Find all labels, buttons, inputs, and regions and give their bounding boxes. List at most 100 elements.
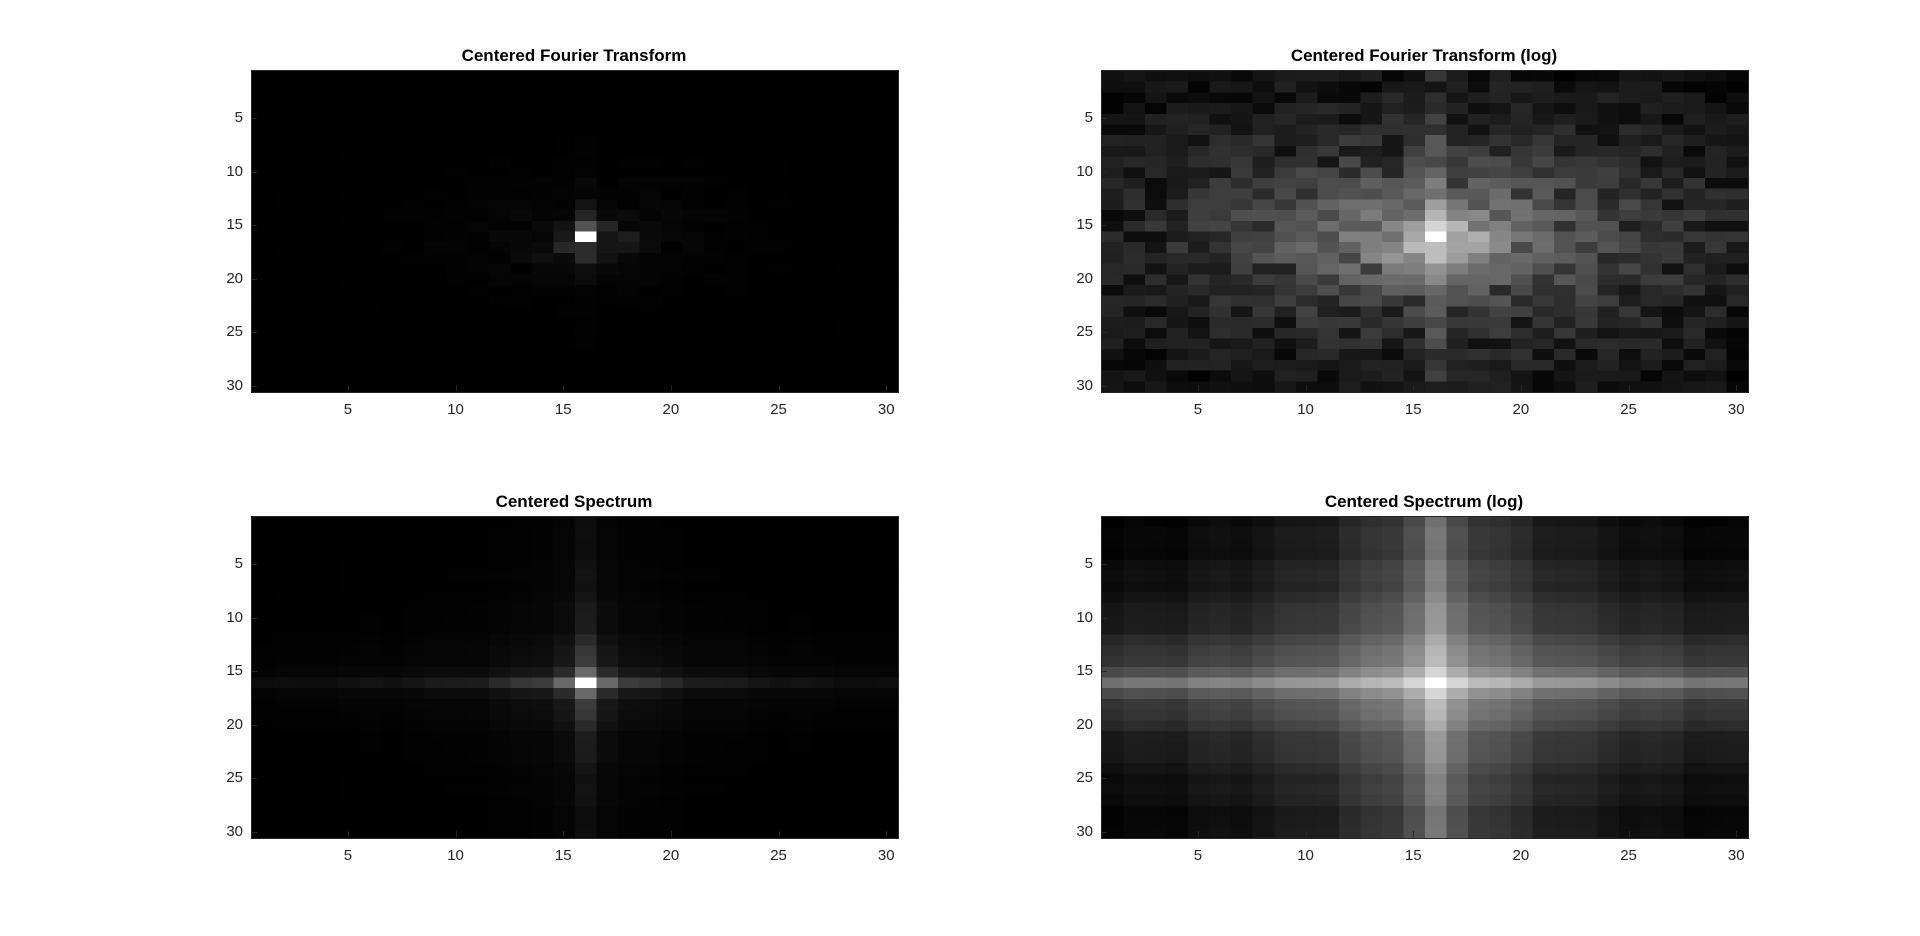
- x-tick-mark: [1413, 385, 1415, 391]
- x-tick-label: 15: [554, 847, 572, 864]
- y-tick-mark: [251, 617, 257, 619]
- x-tick-mark: [1413, 831, 1415, 837]
- x-tick-label: 25: [1620, 847, 1637, 864]
- x-tick-label: 25: [770, 401, 787, 418]
- y-tick-label: 10: [1076, 608, 1093, 626]
- x-tick-label: 20: [662, 847, 680, 864]
- y-tick-mark: [1101, 564, 1107, 566]
- y-tick-label: 20: [1076, 269, 1093, 287]
- y-tick-label: 15: [226, 216, 243, 234]
- x-tick-mark: [1305, 831, 1307, 837]
- y-tick-mark: [251, 671, 257, 673]
- y-tick-label: 15: [1076, 662, 1093, 680]
- y-tick-mark: [1101, 831, 1107, 833]
- x-tick-label: 25: [770, 847, 787, 864]
- heatmap-plot-area: [1101, 516, 1749, 839]
- x-tick-label: 20: [662, 401, 680, 418]
- subplot-title: Centered Spectrum: [495, 492, 653, 511]
- y-tick-label: 20: [1076, 715, 1093, 733]
- subplot-title: Centered Fourier Transform: [461, 46, 687, 65]
- y-tick-mark: [1101, 385, 1107, 387]
- y-tick-mark: [1101, 171, 1107, 173]
- heatmap-plot-area: [1101, 70, 1749, 393]
- y-tick-label: 20: [226, 715, 243, 733]
- x-tick-mark: [670, 831, 672, 837]
- x-tick-mark: [1628, 385, 1630, 391]
- y-tick-label: 10: [226, 608, 243, 626]
- x-tick-mark: [886, 385, 888, 391]
- x-tick-label: 5: [1193, 847, 1203, 864]
- x-tick-mark: [1628, 831, 1630, 837]
- y-tick-label: 10: [1076, 162, 1093, 180]
- x-tick-label: 15: [1404, 401, 1422, 418]
- x-tick-label: 25: [1620, 401, 1637, 418]
- x-tick-label: 10: [1297, 847, 1314, 864]
- x-tick-mark: [1197, 831, 1199, 837]
- y-tick-label: 25: [226, 323, 243, 341]
- x-tick-label: 30: [877, 847, 895, 864]
- x-tick-mark: [563, 385, 565, 391]
- heatmap-image: [252, 71, 898, 392]
- y-tick-label: 10: [226, 162, 243, 180]
- y-tick-mark: [1101, 617, 1107, 619]
- x-tick-label: 5: [1193, 401, 1203, 418]
- x-tick-mark: [778, 385, 780, 391]
- y-tick-label: 25: [1076, 769, 1093, 787]
- y-tick-mark: [1101, 778, 1107, 780]
- y-tick-mark: [251, 564, 257, 566]
- x-tick-mark: [1736, 385, 1738, 391]
- x-tick-mark: [1520, 385, 1522, 391]
- x-tick-label: 5: [343, 401, 353, 418]
- y-tick-mark: [251, 332, 257, 334]
- y-tick-label: 15: [1076, 216, 1093, 234]
- heatmap-image: [1102, 517, 1748, 838]
- y-tick-mark: [251, 171, 257, 173]
- y-tick-mark: [1101, 225, 1107, 227]
- subplot-title: Centered Fourier Transform (log): [1290, 46, 1558, 65]
- y-tick-label: 25: [1076, 323, 1093, 341]
- x-tick-label: 10: [1297, 401, 1314, 418]
- x-tick-label: 30: [877, 401, 895, 418]
- x-tick-mark: [670, 385, 672, 391]
- x-tick-label: 30: [1727, 401, 1745, 418]
- heatmap-image: [252, 517, 898, 838]
- heatmap-plot-area: [251, 70, 899, 393]
- y-tick-label: 30: [226, 376, 243, 394]
- x-tick-label: 15: [554, 401, 572, 418]
- x-tick-mark: [347, 831, 349, 837]
- x-tick-mark: [778, 831, 780, 837]
- y-tick-mark: [251, 385, 257, 387]
- x-tick-label: 20: [1512, 847, 1530, 864]
- x-tick-mark: [1520, 831, 1522, 837]
- y-tick-label: 15: [226, 662, 243, 680]
- x-tick-mark: [455, 831, 457, 837]
- y-tick-mark: [1101, 278, 1107, 280]
- x-tick-mark: [1736, 831, 1738, 837]
- y-tick-mark: [1101, 332, 1107, 334]
- y-tick-mark: [251, 831, 257, 833]
- x-tick-label: 10: [447, 401, 464, 418]
- y-tick-label: 5: [1084, 555, 1093, 573]
- subplot-title: Centered Spectrum (log): [1324, 492, 1524, 511]
- y-tick-label: 5: [234, 555, 243, 573]
- y-tick-label: 30: [226, 822, 243, 840]
- x-tick-mark: [1197, 385, 1199, 391]
- y-tick-mark: [1101, 724, 1107, 726]
- y-tick-label: 30: [1076, 822, 1093, 840]
- x-tick-mark: [563, 831, 565, 837]
- x-tick-label: 10: [447, 847, 464, 864]
- y-tick-label: 5: [234, 109, 243, 127]
- y-tick-mark: [251, 118, 257, 120]
- y-tick-label: 5: [1084, 109, 1093, 127]
- y-tick-label: 30: [1076, 376, 1093, 394]
- y-tick-mark: [251, 278, 257, 280]
- x-tick-mark: [347, 385, 349, 391]
- x-tick-label: 20: [1512, 401, 1530, 418]
- y-tick-label: 20: [226, 269, 243, 287]
- y-tick-label: 25: [226, 769, 243, 787]
- x-tick-mark: [1305, 385, 1307, 391]
- heatmap-image: [1102, 71, 1748, 392]
- y-tick-mark: [251, 778, 257, 780]
- y-tick-mark: [251, 225, 257, 227]
- y-tick-mark: [251, 724, 257, 726]
